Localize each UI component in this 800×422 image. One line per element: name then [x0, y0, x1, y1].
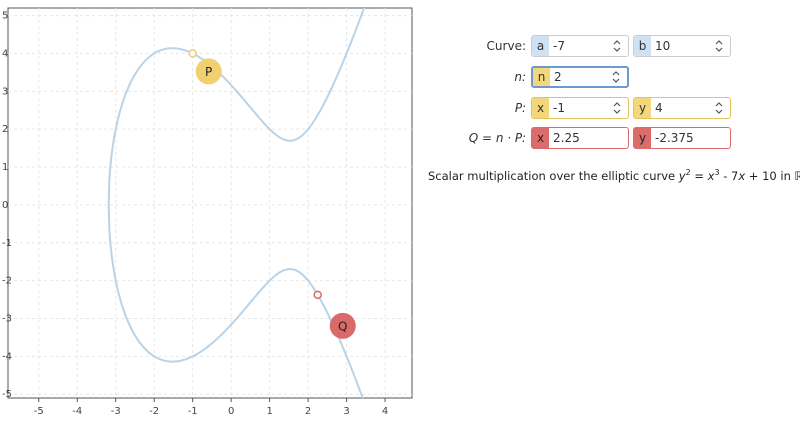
badge: x: [532, 128, 549, 148]
badge: n: [533, 68, 550, 86]
spin-icon: [715, 40, 723, 52]
x-tick-label: 3: [343, 406, 349, 417]
point-label: Q: [338, 319, 347, 333]
value: 4: [655, 101, 663, 115]
plot: -5 -4 -3 -2 -1 0 1 2 3 4 -5 -4 -3 -2 -1 0 1 2 3 4 5 P Q: [2, 7, 413, 417]
y-tick-label: 2: [2, 124, 8, 135]
input-px[interactable]: x -1: [531, 97, 629, 119]
curve-group: [107, 8, 366, 398]
y-tick-label: -2: [2, 276, 12, 287]
input-b[interactable]: b 10: [633, 35, 731, 57]
point: [313, 290, 322, 300]
caption: Scalar multiplication over the elliptic …: [428, 168, 800, 183]
spin-icon: [612, 71, 620, 83]
x-tick-label: -5: [34, 406, 44, 417]
badge: y: [634, 98, 651, 118]
spinner[interactable]: [714, 98, 730, 118]
q-row: Q = n · P: x 2.25 y -2.375: [420, 126, 735, 150]
caption-text: - 7: [719, 168, 739, 183]
caption-exp: 3: [714, 168, 720, 177]
caption-exp: 2: [685, 168, 691, 177]
input-a[interactable]: a -7: [531, 35, 629, 57]
x-tick-label: -4: [72, 406, 82, 417]
value: -1: [553, 101, 565, 115]
y-tick-label: -1: [2, 238, 12, 249]
y-tick-label: 1: [2, 162, 8, 173]
badge: y: [634, 128, 651, 148]
value: -7: [553, 39, 565, 53]
point-label-bubble: [329, 312, 356, 339]
value: -2.375: [655, 131, 694, 145]
output-qy: y -2.375: [633, 127, 731, 149]
caption-var: x: [707, 168, 715, 183]
spinner[interactable]: [714, 36, 730, 56]
y-tick-label: 0: [2, 200, 8, 211]
y-tick-label: 3: [2, 86, 8, 97]
value: 2.25: [553, 131, 580, 145]
spin-icon: [613, 40, 621, 52]
caption-text: Scalar multiplication over the elliptic …: [428, 168, 679, 183]
y-tick-label: 5: [2, 11, 8, 22]
value: 10: [655, 39, 671, 53]
x-tick-label: -1: [188, 406, 198, 417]
point-label-bubble: [195, 58, 222, 85]
curve: [107, 8, 366, 398]
spin-icon: [715, 102, 723, 114]
caption-text: =: [690, 168, 708, 183]
label: Q = n · P:: [468, 131, 526, 145]
badge: b: [634, 36, 651, 56]
spinner[interactable]: [612, 98, 628, 118]
x-tick-label: 1: [266, 406, 272, 417]
badge: x: [532, 98, 549, 118]
spinner[interactable]: [611, 68, 627, 86]
output-qx: x 2.25: [531, 127, 629, 149]
spinner[interactable]: [612, 36, 628, 56]
x-tick-label: -3: [111, 406, 121, 417]
label: n:: [514, 70, 526, 84]
spin-icon: [613, 102, 621, 114]
x-tick-label: 2: [305, 406, 311, 417]
point-label: P: [205, 65, 212, 79]
y-tick-label: 4: [2, 48, 8, 59]
caption-text: + 10 in ℝ.: [748, 168, 800, 183]
x-tick-label: 0: [228, 406, 234, 417]
y-tick-label: -5: [2, 389, 12, 400]
curve-row: Curve: a -7 b 10: [420, 34, 735, 58]
y-tick-label: -3: [2, 313, 12, 324]
x-tick-label: -2: [149, 406, 159, 417]
badge: a: [532, 36, 549, 56]
x-tick-label: 4: [382, 406, 388, 417]
label: Curve:: [486, 39, 526, 53]
y-tick-label: -4: [2, 351, 12, 362]
value: 2: [554, 70, 562, 84]
point: [188, 49, 197, 58]
caption-var: y: [678, 168, 686, 183]
caption-var: x: [738, 168, 746, 183]
label: P:: [514, 101, 526, 115]
